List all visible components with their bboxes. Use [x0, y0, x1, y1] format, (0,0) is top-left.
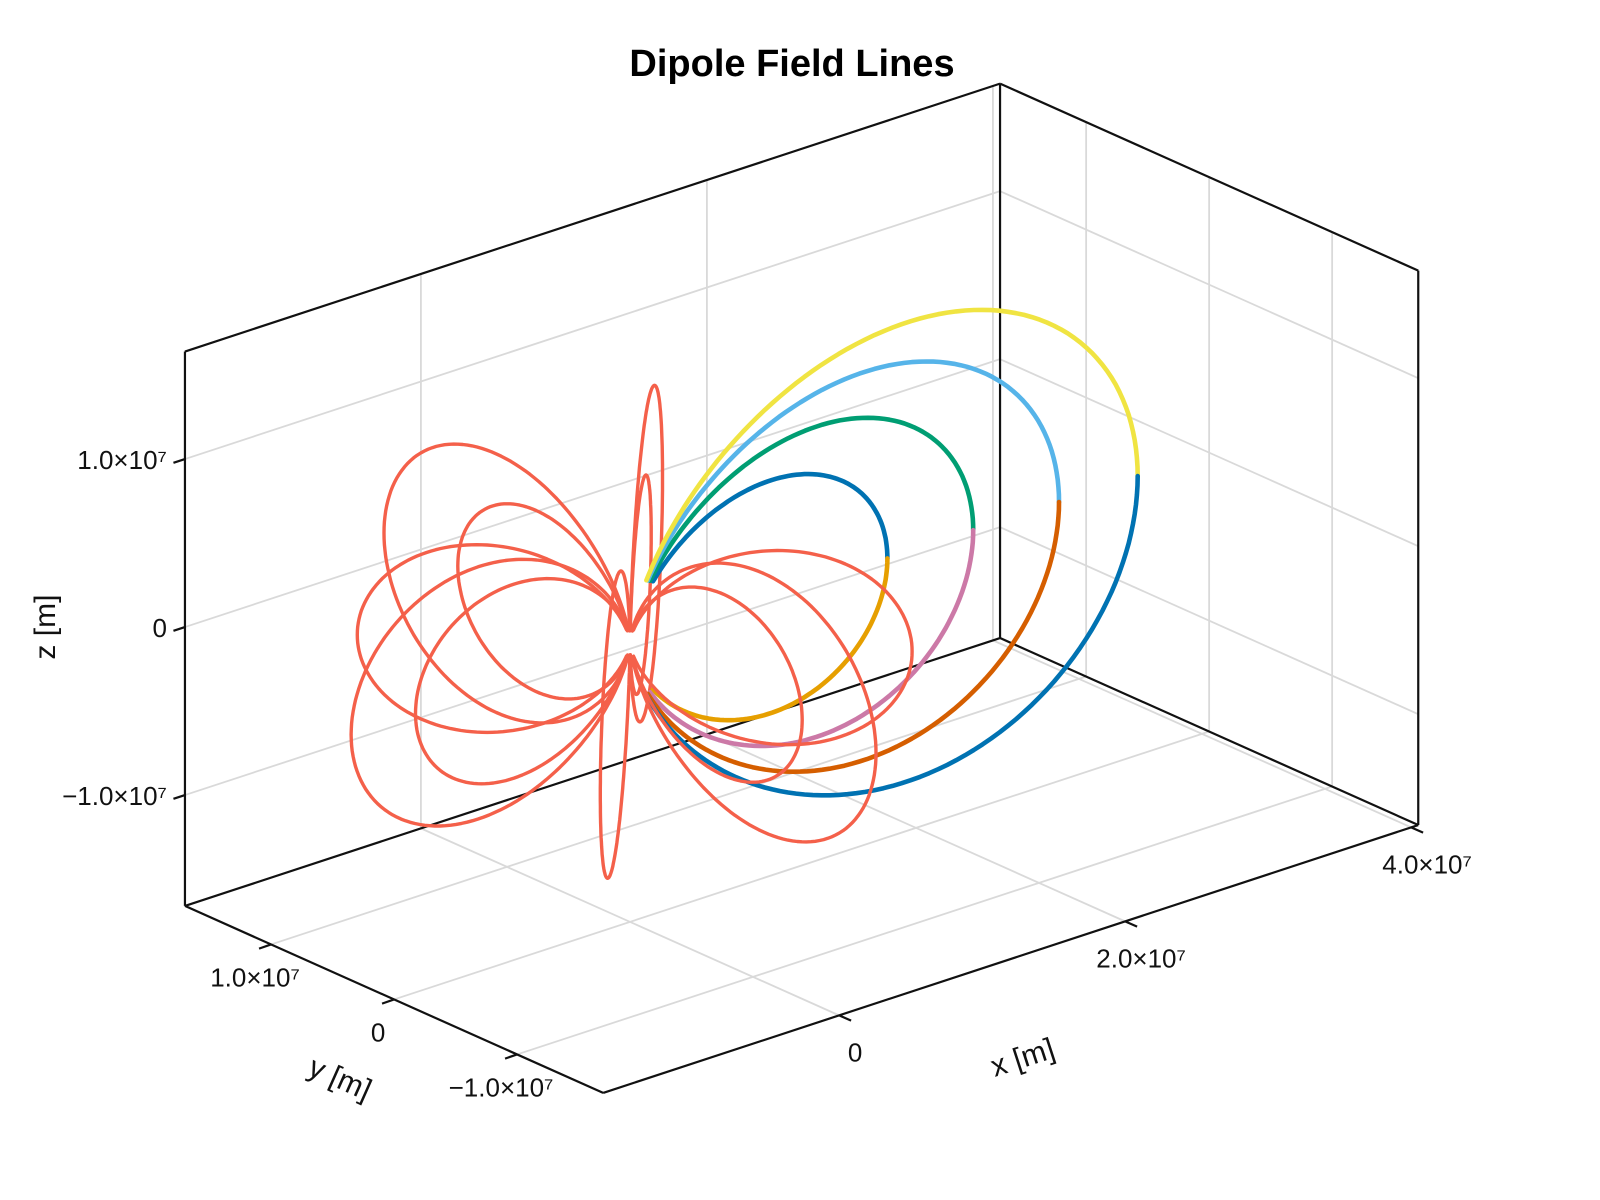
- plot-geometry: [173, 82, 1424, 1094]
- field-line-red: [413, 576, 630, 786]
- field-line-red: [631, 548, 914, 747]
- x-tick-label-0: 0: [848, 1037, 862, 1067]
- plot-line: [270, 675, 1087, 946]
- field-line-red: [382, 442, 630, 725]
- field-line-south: [644, 473, 1140, 798]
- plot-title: Dipole Field Lines: [629, 43, 954, 85]
- x-tick-label-1: 2.0×10⁷: [1096, 943, 1186, 973]
- z-axis-label: z [m]: [29, 595, 62, 660]
- plot-line: [184, 190, 1001, 460]
- field-line-north: [647, 415, 976, 583]
- field-line-red: [630, 561, 878, 844]
- plot-line: [999, 190, 1419, 379]
- plot-line: [184, 358, 1001, 628]
- field-line-red: [349, 557, 630, 828]
- plot-line: [999, 82, 1419, 272]
- z-tick-label-1: 0: [152, 613, 166, 643]
- field-line-red: [355, 543, 629, 735]
- field-line-red: [598, 569, 632, 880]
- field-line-red: [456, 502, 630, 701]
- plot-line: [504, 1053, 518, 1060]
- x-axis-label: x [m]: [987, 1032, 1059, 1083]
- plot-line: [838, 1014, 852, 1022]
- x-tick-label-2: 4.0×10⁷: [1382, 849, 1472, 879]
- plot-line: [999, 526, 1419, 715]
- field-line-north: [644, 307, 1140, 583]
- plot-line: [184, 82, 1001, 353]
- field-line-red: [628, 473, 653, 697]
- y-tick-label-0: 1.0×10⁷: [210, 962, 300, 992]
- field-line-north: [645, 359, 1062, 583]
- field-line-south: [650, 556, 890, 723]
- plot-line: [258, 943, 272, 950]
- plot-line: [173, 794, 186, 800]
- field-line-red: [628, 383, 665, 724]
- plot-line: [173, 626, 186, 632]
- plot-line: [999, 637, 1419, 827]
- plot-line: [184, 526, 1001, 796]
- field-line-red: [630, 585, 804, 784]
- plot-line: [381, 998, 395, 1005]
- z-tick-label-0: 1.0×10⁷: [77, 445, 167, 475]
- plot-line: [173, 458, 186, 464]
- plot-line: [516, 785, 1333, 1056]
- plot-line: [999, 358, 1419, 547]
- field-line-south: [645, 499, 1062, 774]
- z-tick-label-2: −1.0×10⁷: [62, 781, 167, 811]
- field-line-south: [647, 527, 976, 749]
- plot-line: [602, 823, 1419, 1094]
- plot-line: [393, 730, 1210, 1001]
- plot-line: [184, 904, 604, 1094]
- y-axis-label: y [m]: [304, 1050, 377, 1107]
- plot-line: [1410, 826, 1424, 834]
- plot-labels: Dipole Field Lines x [m] y [m] z [m] 0 2…: [29, 43, 1472, 1107]
- plot-line: [1124, 920, 1138, 928]
- plot-line: [184, 636, 1001, 907]
- y-tick-label-1: 0: [371, 1017, 385, 1047]
- field-line-north: [650, 471, 890, 584]
- y-tick-label-2: −1.0×10⁷: [449, 1072, 554, 1102]
